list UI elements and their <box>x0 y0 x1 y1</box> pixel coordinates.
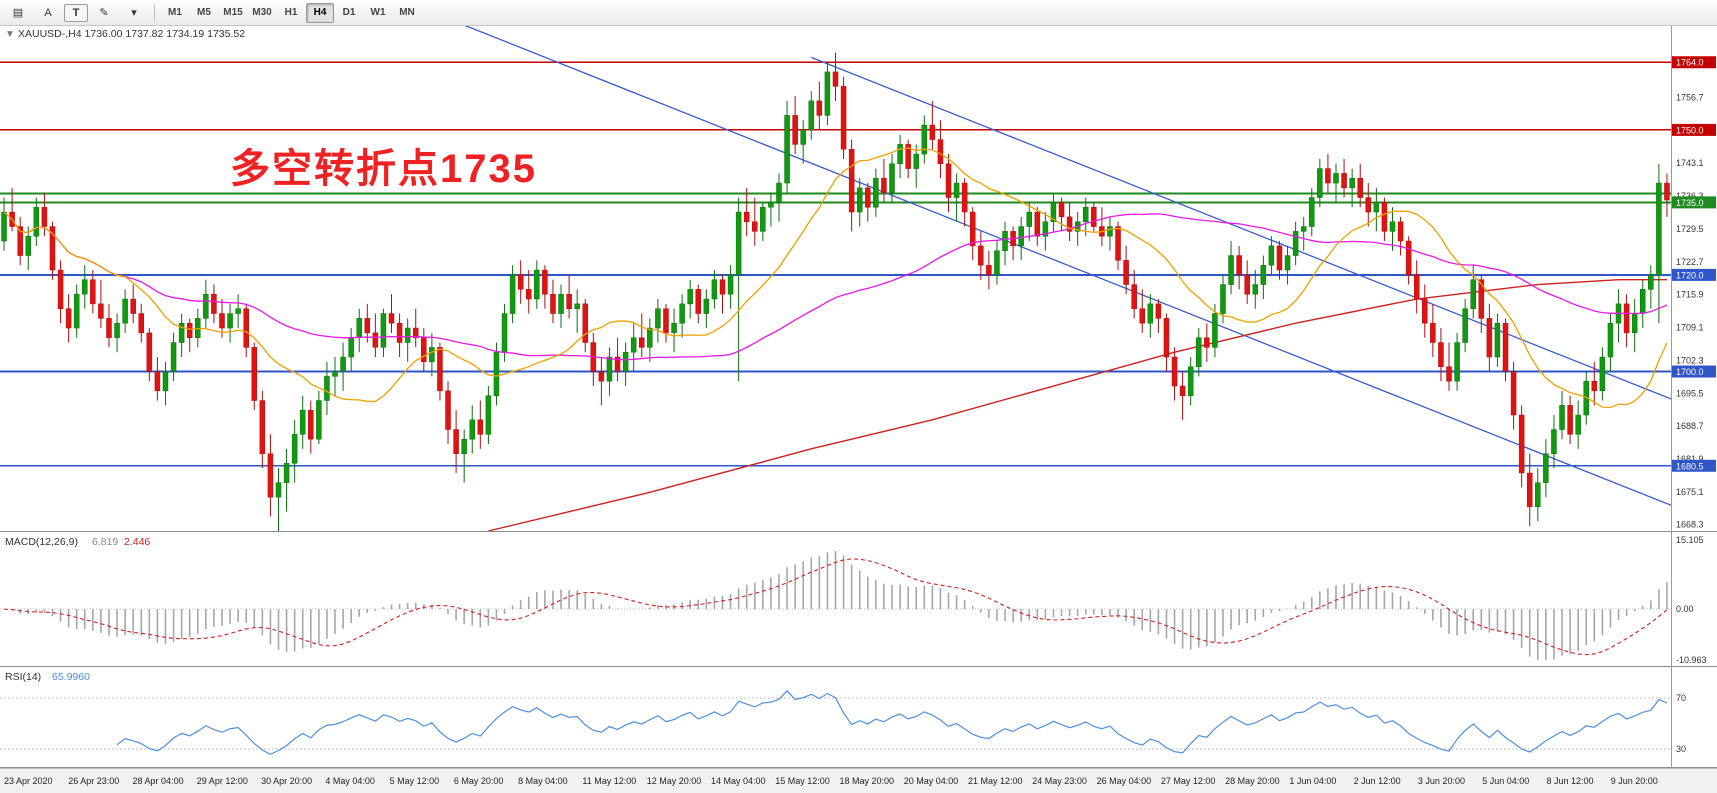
price-tick-label: 1715.9 <box>1676 290 1704 300</box>
price-tick-label: 1709.1 <box>1676 323 1704 333</box>
price-badge-label: 1764.0 <box>1676 58 1704 68</box>
time-label: 2 Jun 12:00 <box>1354 776 1401 786</box>
descending-trendline-2[interactable] <box>811 56 1675 400</box>
timeframe-button-m15[interactable]: M15 <box>223 7 243 18</box>
price-badge <box>1672 56 1716 69</box>
price-tick-label: 1675.1 <box>1676 487 1704 497</box>
price-tick-label: 1756.7 <box>1676 93 1704 103</box>
price-tick-label: 1668.3 <box>1676 520 1704 530</box>
price-axis: 1756.7 1743.1 1736.3 1729.5 1722.7 1715.9 1709… <box>1672 56 1716 754</box>
price-badge <box>1672 365 1716 378</box>
price-tick-label: 1722.7 <box>1676 257 1704 267</box>
macd-value: 6.819 <box>92 536 118 548</box>
time-axis[interactable]: 23 Apr 2020 26 Apr 23:00 28 Apr 04:00 29 Ap… <box>0 767 1717 793</box>
time-label: 26 Apr 23:00 <box>68 776 119 786</box>
time-label: 26 May 04:00 <box>1097 776 1152 786</box>
time-label: 12 May 20:00 <box>647 776 702 786</box>
rsi-label: RSI(14) <box>5 671 41 683</box>
rsi-panel: RSI(14) 65.9960 <box>0 671 1671 755</box>
time-label: 20 May 04:00 <box>904 776 959 786</box>
price-tick-label: 1743.1 <box>1676 158 1704 168</box>
main-price-panel: 多空转折点1735 ▼ XAUUSD-,H4 1736.00 1737.82 173… <box>0 26 1675 531</box>
time-label: 15 May 12:00 <box>775 776 830 786</box>
candlestick-series <box>1 52 1670 531</box>
price-badge <box>1672 268 1716 281</box>
macd-axis-max: 15.105 <box>1676 535 1704 545</box>
timeframe-button-h4[interactable]: H4 <box>306 2 334 23</box>
time-label: 18 May 20:00 <box>840 776 895 786</box>
descending-trendline-1[interactable] <box>424 26 1675 507</box>
time-label: 27 May 12:00 <box>1161 776 1216 786</box>
price-badge <box>1672 196 1716 209</box>
toolbar: ▤ A T ✎ ▾ M1 M5 M15 M30 H1 H4 D1 W1 MN <box>0 0 1717 26</box>
ma-fast-line <box>3 147 1668 409</box>
time-label: 1 Jun 04:00 <box>1289 776 1336 786</box>
macd-signal-value: 2.446 <box>124 536 150 548</box>
time-label: 6 May 20:00 <box>454 776 504 786</box>
price-tick-label: 1688.7 <box>1676 421 1704 431</box>
timeframe-button-m30[interactable]: M30 <box>252 7 272 18</box>
timeframe-button-group: M1 M5 M15 M30 H1 H4 D1 W1 MN <box>161 2 421 23</box>
timeframe-button-m1[interactable]: M1 <box>168 7 182 18</box>
price-badge-label: 1735.0 <box>1676 198 1704 208</box>
time-label: 9 Jun 20:00 <box>1611 776 1658 786</box>
price-tick-label: 1681.9 <box>1676 454 1704 464</box>
timeframe-button-mn[interactable]: MN <box>399 7 415 18</box>
timeframe-button-d1[interactable]: D1 <box>342 7 356 18</box>
rsi-axis-70: 70 <box>1676 693 1686 703</box>
macd-label: MACD(12,26,9) <box>5 536 78 548</box>
time-label: 5 May 12:00 <box>390 776 440 786</box>
macd-axis-min: -10.963 <box>1676 655 1707 665</box>
time-label: 29 Apr 12:00 <box>197 776 248 786</box>
annotation-text[interactable]: 多空转折点1735 <box>230 147 537 191</box>
text-tool-icon[interactable]: T <box>64 3 88 22</box>
drawing-dropdown-icon[interactable]: ▾ <box>131 7 137 19</box>
rsi-line <box>116 690 1668 755</box>
time-label: 5 Jun 04:00 <box>1482 776 1529 786</box>
time-label: 11 May 12:00 <box>582 776 636 786</box>
price-badge <box>1672 123 1716 136</box>
price-badge-label: 1700.0 <box>1676 367 1704 377</box>
toolbar-separator <box>154 3 155 22</box>
price-badge-label: 1750.0 <box>1676 125 1704 135</box>
timeframe-button-h1[interactable]: H1 <box>284 7 298 18</box>
rsi-value: 65.9960 <box>52 671 90 683</box>
drawing-tool-icon[interactable]: ✎ <box>99 7 109 19</box>
chart-canvas: 多空转折点1735 ▼ XAUUSD-,H4 1736.00 1737.82 173… <box>0 26 1717 793</box>
macd-axis-zero: 0.00 <box>1676 604 1694 614</box>
time-label: 8 Jun 12:00 <box>1546 776 1593 786</box>
time-label: 8 May 04:00 <box>518 776 568 786</box>
collapse-arrow-icon[interactable]: ▼ <box>5 29 15 40</box>
timeframe-button-w1[interactable]: W1 <box>370 7 386 18</box>
time-label: 23 Apr 2020 <box>4 776 53 786</box>
time-label: 3 Jun 20:00 <box>1418 776 1465 786</box>
chart-window-icon[interactable]: ▤ <box>12 7 24 19</box>
price-tick-label: 1702.3 <box>1676 355 1704 365</box>
quote-label: XAUUSD-,H4 1736.00 1737.82 1734.19 1735.… <box>18 28 245 40</box>
price-tick-label: 1736.3 <box>1676 191 1704 201</box>
time-label: 21 May 12:00 <box>968 776 1023 786</box>
time-label: 28 May 20:00 <box>1225 776 1280 786</box>
timeframe-button-m5[interactable]: M5 <box>197 7 211 18</box>
price-tick-label: 1695.5 <box>1676 388 1704 398</box>
time-label: 28 Apr 04:00 <box>133 776 184 786</box>
price-badge <box>1672 459 1716 472</box>
price-tick-label: 1729.5 <box>1676 224 1704 234</box>
tool-icon-group: ▤ A T ✎ ▾ <box>4 2 148 24</box>
time-label: 30 Apr 20:00 <box>261 776 312 786</box>
price-badge-label: 1720.0 <box>1676 270 1704 280</box>
macd-panel: MACD(12,26,9) 6.819 2.446 <box>0 536 1671 660</box>
time-label: 24 May 23:00 <box>1032 776 1087 786</box>
cursor-tool-icon[interactable]: A <box>44 6 52 19</box>
time-label: 14 May 04:00 <box>711 776 766 786</box>
time-label: 4 May 04:00 <box>325 776 375 786</box>
rsi-axis-30: 30 <box>1676 744 1686 754</box>
price-badge-label: 1680.5 <box>1676 461 1704 471</box>
macd-signal-line <box>3 558 1668 656</box>
ma-medium-line <box>3 211 1668 361</box>
